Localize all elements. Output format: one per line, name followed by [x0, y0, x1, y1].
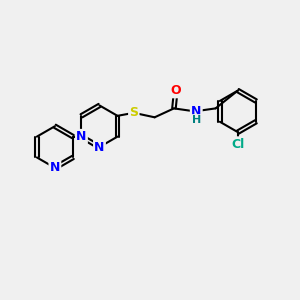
Text: S: S	[129, 106, 138, 119]
Text: N: N	[191, 105, 201, 118]
Text: N: N	[94, 140, 105, 154]
Text: N: N	[76, 130, 87, 143]
Text: H: H	[192, 115, 201, 125]
Text: O: O	[170, 84, 181, 97]
Text: Cl: Cl	[231, 138, 244, 151]
Text: N: N	[50, 161, 60, 174]
